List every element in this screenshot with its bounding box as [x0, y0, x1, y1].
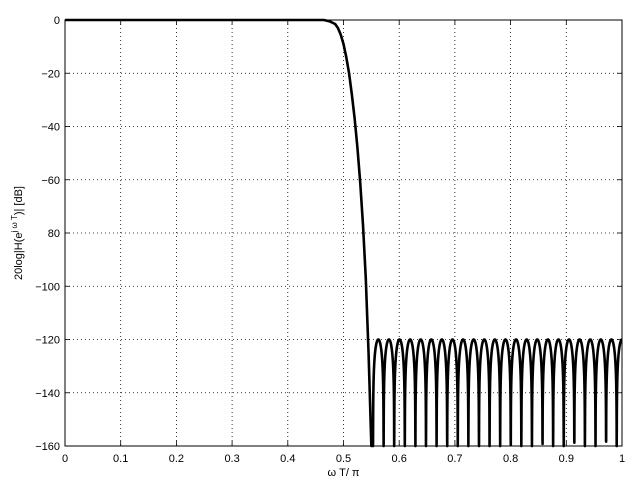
x-tick-label: 0.7	[447, 453, 462, 465]
x-tick-label: 0	[62, 453, 68, 465]
x-tick-label: 0.2	[169, 453, 184, 465]
y-tick-label: −40	[41, 122, 60, 134]
y-tick-label: −20	[41, 68, 60, 80]
x-tick-label: 0.5	[336, 453, 351, 465]
curve-layer	[65, 18, 624, 448]
y-axis-label: 20log|H(ej ω T)| [dB]	[10, 186, 25, 280]
y-axis-label-main: 20log|H(e	[13, 233, 25, 281]
x-tick-label: 0.6	[392, 453, 407, 465]
y-tick-label: 80	[48, 228, 60, 240]
y-tick-label: −140	[35, 388, 60, 400]
x-tick-label: 0.8	[503, 453, 518, 465]
x-tick-label: 0.3	[224, 453, 239, 465]
x-axis-label: ω T/ π	[327, 467, 359, 479]
y-tick-label: −100	[35, 281, 60, 293]
y-tick-label: −120	[35, 335, 60, 347]
grid-layer	[65, 20, 622, 446]
y-tick-label: 0	[54, 15, 60, 27]
tick-layer	[64, 19, 623, 447]
x-tick-label: 0.4	[280, 453, 295, 465]
y-tick-label: −160	[35, 441, 60, 453]
y-tick-label: −60	[41, 175, 60, 187]
y-axis-label-suffix: )| [dB]	[13, 186, 25, 215]
label-layer: 0 0.1 0.2 0.3 0.4 0.5 0.6 0.7 0.8 0.9 1 0 −20 −40 −60 8…	[35, 15, 625, 465]
x-tick-label: 0.9	[559, 453, 574, 465]
y-axis-label-superscript: j ω T	[10, 215, 19, 233]
x-tick-label: 0.1	[113, 453, 128, 465]
magnitude-response-line	[65, 18, 624, 448]
x-tick-label: 1	[619, 453, 625, 465]
